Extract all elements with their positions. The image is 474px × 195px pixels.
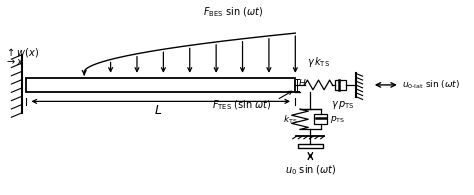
Text: $u_{0\text{-lat}}$ sin ($\omega t$): $u_{0\text{-lat}}$ sin ($\omega t$): [402, 79, 460, 91]
Text: $\rightarrow x$: $\rightarrow x$: [5, 57, 25, 67]
Text: $F_{\mathrm{BES}}$ sin ($\omega t$): $F_{\mathrm{BES}}$ sin ($\omega t$): [202, 5, 263, 19]
Bar: [335, 80, 346, 90]
Text: $u_0$ sin ($\omega t$): $u_0$ sin ($\omega t$): [284, 163, 336, 177]
Text: $\gamma \, k_{\mathrm{TS}}$: $\gamma \, k_{\mathrm{TS}}$: [307, 55, 330, 69]
Polygon shape: [26, 78, 295, 92]
Bar: [314, 114, 328, 124]
Text: $p_{\mathrm{TS}}$: $p_{\mathrm{TS}}$: [329, 114, 345, 125]
Text: $\gamma \, p_{\mathrm{TS}}$: $\gamma \, p_{\mathrm{TS}}$: [331, 99, 355, 111]
Text: $L$: $L$: [155, 104, 163, 117]
Text: $k_{\mathrm{TS}}$: $k_{\mathrm{TS}}$: [283, 113, 298, 126]
Text: $H$: $H$: [298, 76, 306, 88]
Text: $\uparrow w(x)$: $\uparrow w(x)$: [5, 45, 40, 58]
Text: $F_{\mathrm{TES}}$ (sin $\omega t$): $F_{\mathrm{TES}}$ (sin $\omega t$): [212, 98, 272, 112]
Bar: [298, 144, 323, 148]
